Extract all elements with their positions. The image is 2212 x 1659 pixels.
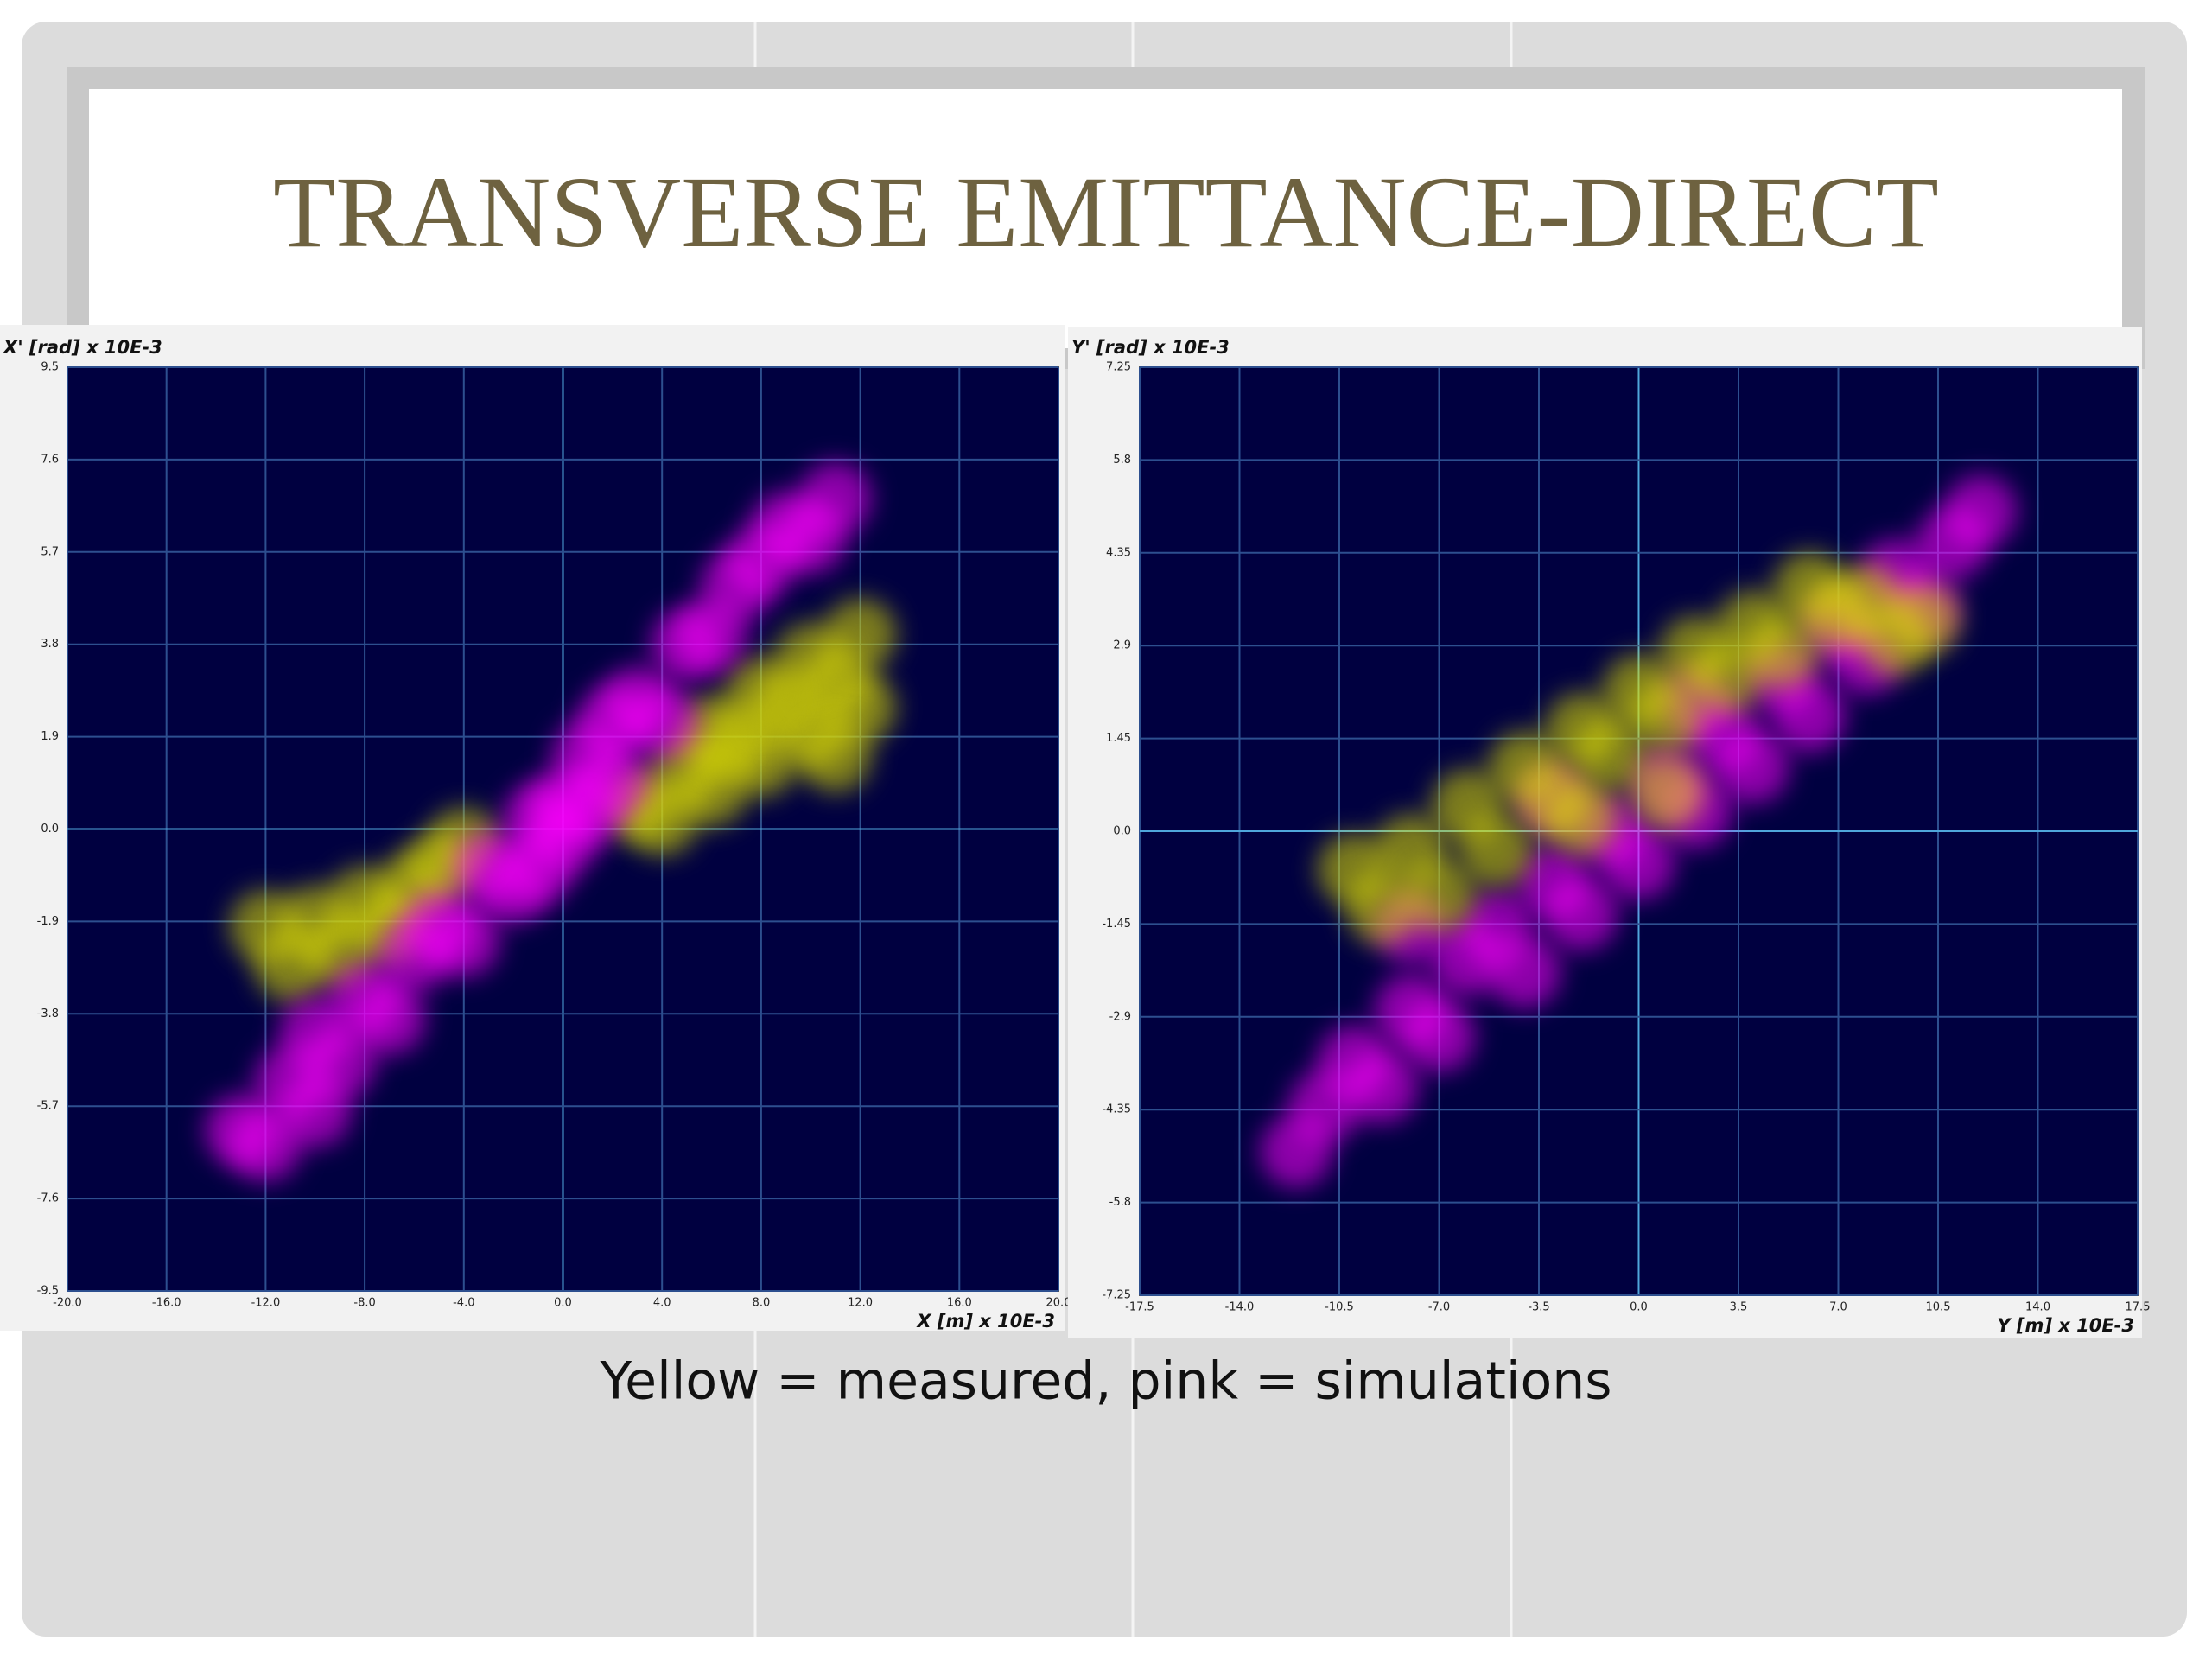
point xyxy=(551,772,625,846)
y-tick-label: -7.6 xyxy=(37,1192,59,1205)
y-tick-label: 0.0 xyxy=(1113,825,1131,838)
y-tick-label: -2.9 xyxy=(1109,1010,1131,1023)
title-box xyxy=(89,89,2122,348)
y-tick-label: -5.8 xyxy=(1109,1196,1131,1209)
point xyxy=(724,656,798,729)
y-axis-label: Y' [rad] x 10E-3 xyxy=(1071,337,1230,358)
x-tick-label: 12.0 xyxy=(848,1297,873,1310)
x-tick-label: -17.5 xyxy=(1125,1301,1154,1314)
point xyxy=(303,1026,377,1099)
y-tick-label: 9.5 xyxy=(41,361,59,374)
y-tick-label: -9.5 xyxy=(37,1285,59,1298)
x-tick-label: 3.5 xyxy=(1730,1301,1748,1314)
y-axis-label: X' [rad] x 10E-3 xyxy=(2,337,162,358)
point xyxy=(1602,827,1675,900)
x-tick-label: -8.0 xyxy=(353,1297,375,1310)
x-tick-label: 16.0 xyxy=(947,1297,972,1310)
point xyxy=(575,685,649,759)
point xyxy=(798,461,872,535)
point xyxy=(353,982,426,1055)
x-tick-label: 0.0 xyxy=(1630,1301,1648,1314)
point xyxy=(1716,730,1789,804)
y-tick-label: -7.25 xyxy=(1102,1289,1131,1302)
x-axis-label: X [m] x 10E-3 xyxy=(915,1311,1055,1332)
point xyxy=(1887,583,1961,657)
y-tick-label: 2.9 xyxy=(1113,639,1131,652)
x-tick-label: -4.0 xyxy=(453,1297,474,1310)
y-tick-label: 5.7 xyxy=(41,545,59,558)
y-tick-label: -4.35 xyxy=(1102,1103,1131,1116)
x-tick-label: -14.0 xyxy=(1225,1301,1255,1314)
x-tick-label: 20.0 xyxy=(1046,1297,1071,1310)
y-tick-label: 1.9 xyxy=(41,730,59,743)
y-tick-label: 0.0 xyxy=(41,823,59,836)
point xyxy=(1773,679,1847,753)
x-tick-label: 4.0 xyxy=(653,1297,671,1310)
y-tick-label: 7.25 xyxy=(1106,361,1131,374)
x-tick-label: -3.5 xyxy=(1528,1301,1549,1314)
x-tick-label: -7.0 xyxy=(1428,1301,1450,1314)
x-axis-label: Y [m] x 10E-3 xyxy=(1997,1315,2134,1336)
x-tick-label: 0.0 xyxy=(554,1297,572,1310)
caption: Yellow = measured, pink = simulations xyxy=(599,1351,1611,1412)
point xyxy=(1630,679,1704,753)
point xyxy=(1488,935,1561,1008)
point xyxy=(1573,718,1647,791)
y-tick-label: 7.6 xyxy=(41,453,59,466)
point xyxy=(427,904,500,977)
x-tick-label: -10.5 xyxy=(1325,1301,1354,1314)
x-tick-label: 10.5 xyxy=(1926,1301,1951,1314)
points xyxy=(1260,474,2018,1188)
y-tick-label: 1.45 xyxy=(1106,732,1131,745)
point xyxy=(1545,878,1618,951)
x-tick-label: 8.0 xyxy=(753,1297,771,1310)
point xyxy=(1345,871,1419,944)
y-tick-label: 5.8 xyxy=(1113,454,1131,467)
y-tick-label: 4.35 xyxy=(1106,546,1131,559)
x-tick-label: -16.0 xyxy=(152,1297,181,1310)
y-tick-label: -1.9 xyxy=(37,915,59,928)
y-tick-label: -1.45 xyxy=(1102,918,1131,931)
point xyxy=(1944,474,2018,548)
slide-title: TRANSVERSE EMITTANCE-DIRECT xyxy=(273,156,1939,269)
point xyxy=(1345,1051,1419,1124)
x-tick-label: -20.0 xyxy=(53,1297,82,1310)
x-tick-label: 14.0 xyxy=(2025,1301,2050,1314)
x-tick-label: 17.5 xyxy=(2126,1301,2151,1314)
point xyxy=(1402,1000,1476,1073)
points xyxy=(204,461,897,1182)
y-tick-label: -3.8 xyxy=(37,1007,59,1020)
point xyxy=(1630,756,1704,830)
x-tick-label: 7.0 xyxy=(1829,1301,1847,1314)
point xyxy=(1745,615,1818,689)
point xyxy=(798,720,872,793)
point xyxy=(1545,782,1618,855)
point xyxy=(1402,859,1476,932)
x-tick-label: -12.0 xyxy=(251,1297,281,1310)
y-tick-label: -5.7 xyxy=(37,1100,59,1113)
point xyxy=(1459,814,1533,887)
y-tick-label: 3.8 xyxy=(41,638,59,651)
